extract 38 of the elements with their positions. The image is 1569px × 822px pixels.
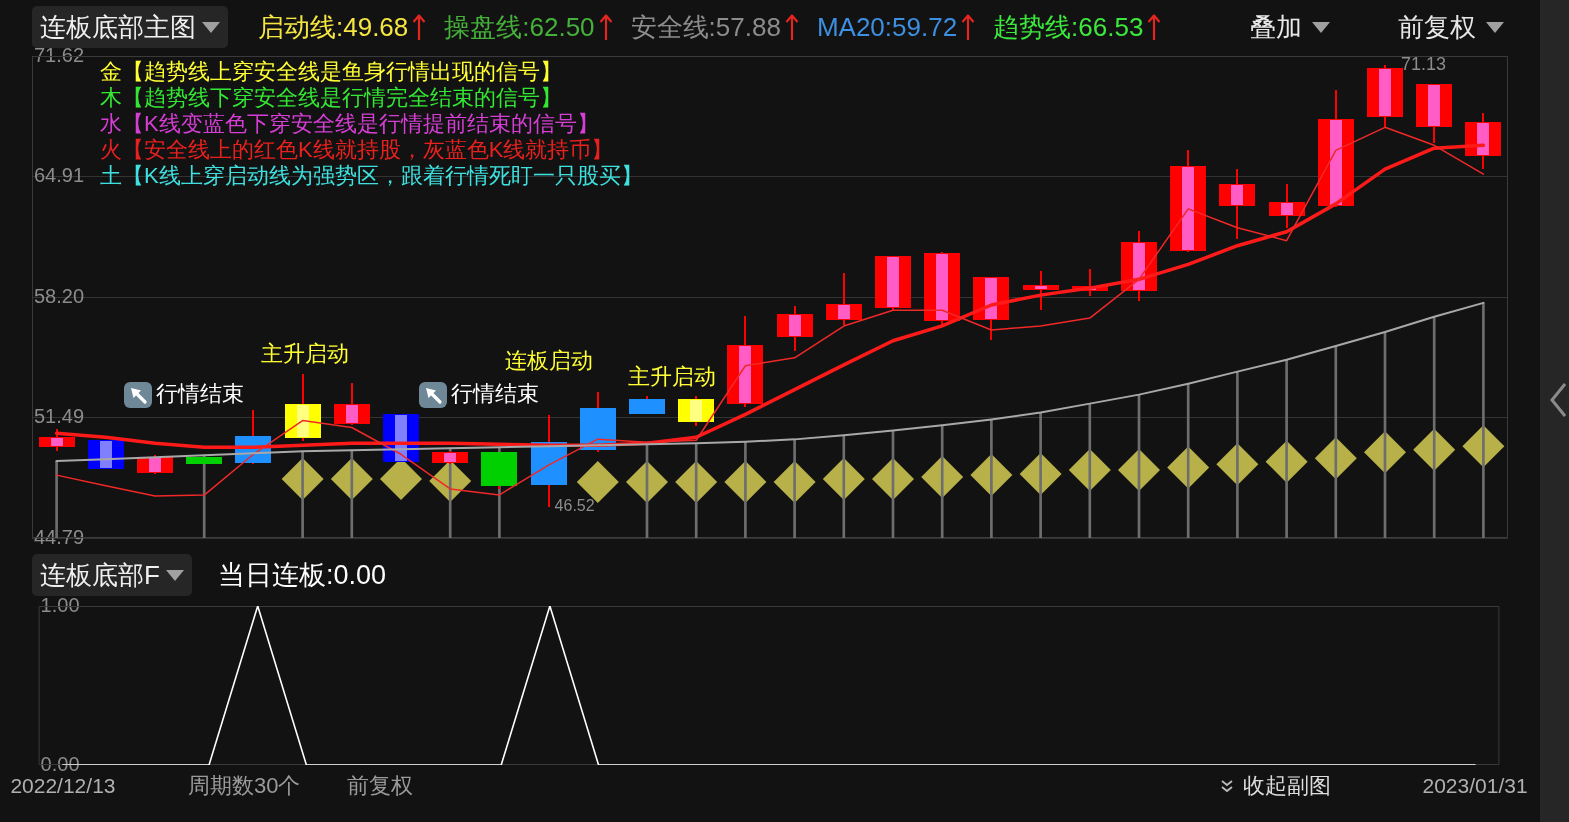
annotation: 土【K线上穿启动线为强势区，跟着行情死盯一只股买】 — [100, 163, 643, 189]
point — [626, 460, 668, 503]
text: MA20:59.72 — [816, 11, 958, 43]
y-tick-label: 64.91 — [34, 164, 85, 187]
text: 叠加 — [1250, 10, 1302, 44]
annotation: 行情结束 — [156, 381, 244, 407]
text: 前复权 — [347, 772, 413, 800]
text: 收起副图 — [1243, 772, 1331, 800]
candlestick — [186, 457, 222, 464]
annotation: 行情结束 — [451, 381, 540, 407]
annotation: 主升启动 — [628, 364, 717, 390]
annotation: 木【趋势线下穿安全线是行情完全结束的信号】 — [100, 85, 562, 111]
text: 安全线:57.88 — [630, 10, 781, 44]
text: 周期数30个 — [188, 772, 301, 800]
annotation: 46.52 — [554, 497, 595, 515]
annotation: 水【K线变蓝色下穿安全线是行情提前结束的信号】 — [100, 111, 599, 137]
text: 前复权 — [1398, 10, 1476, 44]
chart-title: 连板底部主图 — [40, 10, 196, 44]
y-tick-label: 58.20 — [34, 284, 85, 307]
annotation: 金【趋势线上穿安全线是鱼身行情出现的信号】 — [100, 59, 562, 85]
indicator-dropdown: 连板底部主图 — [32, 6, 228, 48]
annotation: 71.13 — [1401, 53, 1447, 74]
annotation: 主升启动 — [260, 341, 349, 367]
chart-title: 连板底部F — [40, 558, 160, 592]
text: 趋势线:66.53 — [993, 10, 1144, 44]
annotation: 火【安全线上的红色K线就持股，灰蓝色K线就持币】 — [100, 137, 614, 163]
indicator-dropdown: 连板底部F — [32, 554, 192, 596]
text: 操盘线:62.50 — [444, 10, 595, 44]
x-tick-label: 2022/12/13 — [10, 774, 116, 798]
point — [872, 458, 914, 501]
text: 启动线:49.68 — [258, 10, 409, 44]
x-tick-label: 2023/01/31 — [1422, 774, 1528, 798]
candlestick — [88, 440, 124, 469]
y-tick-label: 51.49 — [34, 405, 85, 428]
text: 当日连板:0.00 — [218, 559, 387, 592]
point — [1118, 449, 1160, 492]
point — [1364, 431, 1406, 474]
annotation: 连板启动 — [504, 348, 593, 374]
